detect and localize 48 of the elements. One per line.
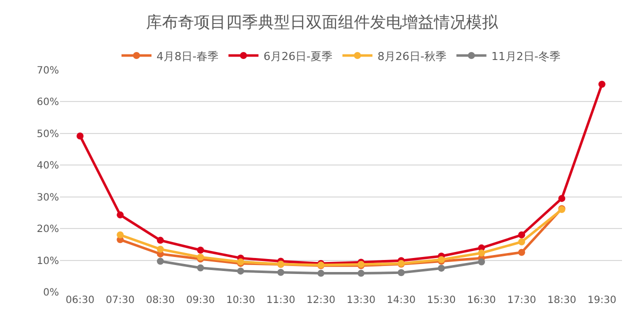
point	[478, 258, 485, 266]
point	[116, 231, 124, 238]
point	[156, 258, 164, 265]
x-tick-label: 16:30	[467, 295, 496, 306]
point	[116, 211, 124, 218]
point	[156, 246, 164, 253]
x-tick-label: 19:30	[588, 295, 616, 306]
point	[438, 264, 445, 272]
point	[277, 268, 284, 276]
x-tick-label: 12:30	[306, 295, 336, 306]
x-tick-label: 06:30	[66, 295, 94, 306]
legend-label: 6月26日-夏季	[263, 50, 332, 63]
x-tick-label: 14:30	[386, 295, 416, 306]
point	[156, 236, 164, 244]
legend-label: 11月2日-冬季	[491, 50, 560, 63]
point	[237, 268, 244, 275]
x-tick-label: 07:30	[106, 295, 135, 306]
chart-title: 库布奇项目四季典型日双面组件发电增益情况模拟	[146, 12, 499, 32]
y-tick-label: 60%	[36, 97, 59, 108]
y-tick-label: 20%	[36, 224, 59, 236]
x-tick-label: 11:30	[266, 295, 296, 306]
legend-label: 4月8日-春季	[156, 50, 218, 63]
x-tick-label: 08:30	[146, 295, 175, 306]
y-tick-label: 0%	[43, 288, 59, 298]
legend-label: 8月26日-秋季	[377, 50, 446, 63]
point	[398, 269, 405, 276]
point	[76, 132, 84, 140]
y-tick-label: 40%	[36, 160, 59, 172]
point	[197, 246, 204, 254]
x-tick-label: 13:30	[346, 295, 376, 306]
point	[598, 80, 606, 88]
point	[518, 238, 526, 246]
point	[518, 231, 526, 238]
point	[478, 249, 485, 256]
point	[558, 194, 566, 202]
y-tick-label: 70%	[36, 66, 59, 76]
point	[197, 264, 204, 272]
x-tick-label: 15:30	[426, 295, 456, 306]
x-tick-label: 17:30	[507, 295, 536, 306]
x-tick-label: 18:30	[547, 295, 576, 306]
y-tick-label: 10%	[36, 256, 59, 267]
y-tick-label: 30%	[36, 192, 59, 204]
point	[358, 270, 365, 277]
point	[317, 270, 324, 277]
point	[518, 248, 526, 256]
x-tick-label: 09:30	[186, 295, 215, 306]
y-tick-label: 50%	[36, 128, 59, 140]
x-tick-label: 10:30	[226, 295, 256, 306]
